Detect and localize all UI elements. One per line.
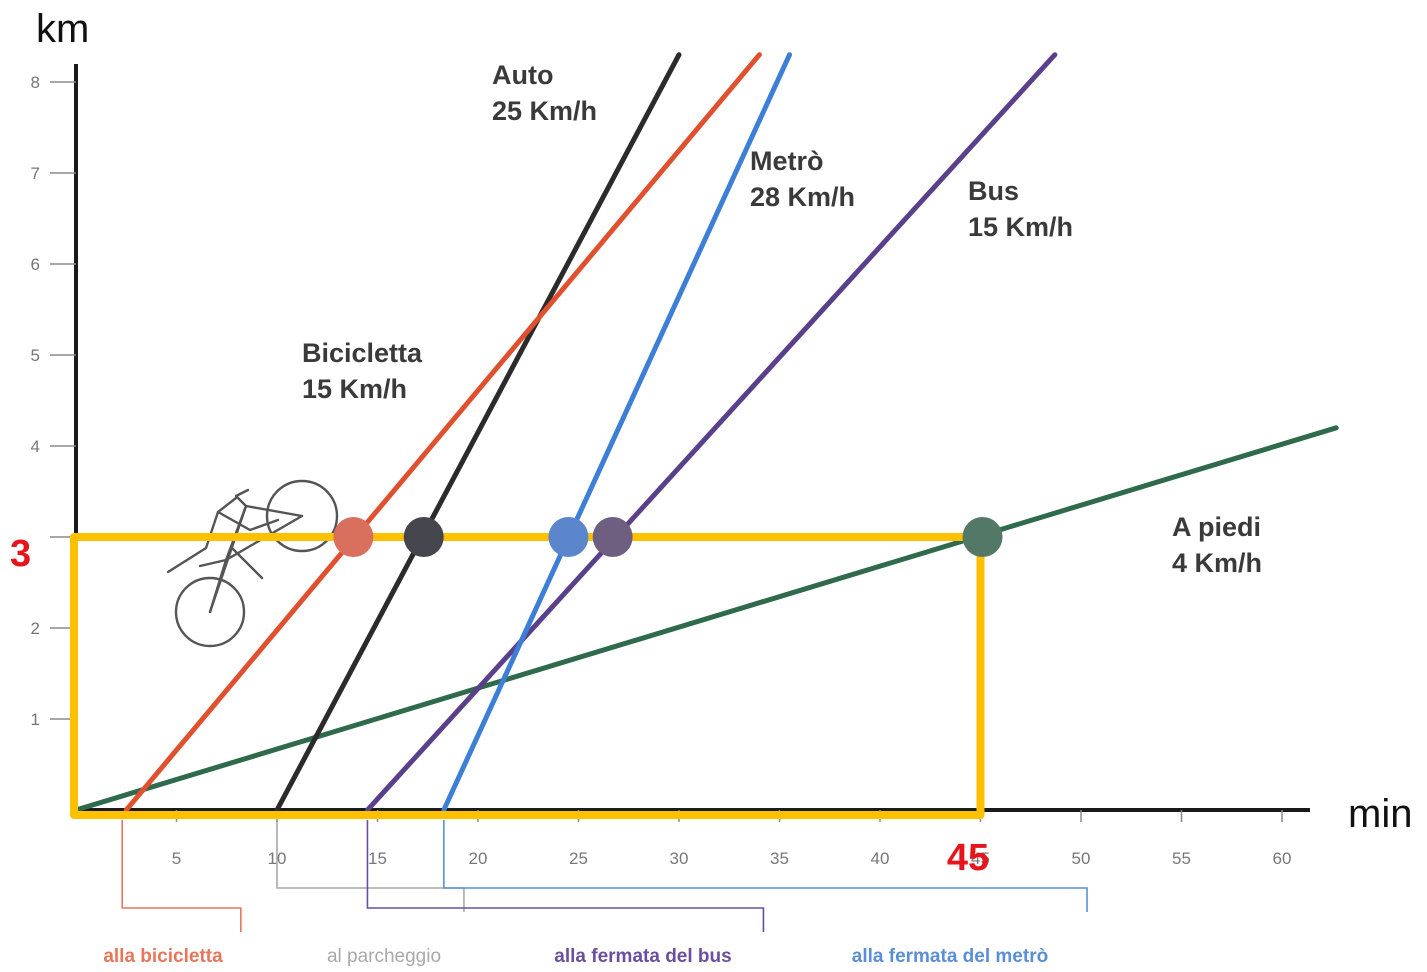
series-labels: Bicicletta 15 Km/h Auto 25 Km/h Metrò 28 Km/h… — [302, 60, 1262, 578]
series-lines — [73, 52, 1339, 813]
x-tick-label: 15 — [368, 849, 387, 868]
x-tick-label: 30 — [670, 849, 689, 868]
intersection-point-auto — [403, 517, 444, 557]
wait-label: al parcheggio — [327, 946, 441, 967]
series-speed-metro: 28 Km/h — [750, 182, 855, 212]
wait-label: alla fermata del metrò — [852, 946, 1048, 967]
series-speed-bicicletta: 15 Km/h — [302, 374, 407, 404]
series-speed-bus: 15 Km/h — [968, 212, 1073, 242]
series-line-piedi — [73, 425, 1339, 813]
x-tick-label: 20 — [469, 849, 488, 868]
wait-time-brackets: alla bicicletta al parcheggio alla fermata… — [103, 820, 1088, 967]
y-axis-unit: km — [36, 7, 89, 51]
intersection-point-bicicletta — [333, 517, 374, 557]
highlight-box — [70, 533, 985, 819]
y-tick-label: 2 — [31, 619, 40, 638]
y-tick-label: 7 — [31, 164, 40, 183]
x-tick-label: 35 — [770, 849, 789, 868]
highlight-distance-label: 3 — [10, 533, 31, 575]
wait-bracket — [366, 820, 765, 932]
x-axis-unit: min — [1348, 792, 1412, 836]
axes — [74, 64, 1310, 812]
wait-label: alla bicicletta — [103, 946, 223, 967]
wait-label: alla fermata del bus — [554, 946, 731, 967]
series-label-bus: Bus — [968, 176, 1019, 206]
y-tick-label: 8 — [31, 73, 40, 92]
x-tick-label: 10 — [268, 849, 287, 868]
y-tick-label: 5 — [31, 346, 40, 365]
series-line-auto — [274, 52, 682, 813]
series-label-bicicletta: Bicicletta — [302, 338, 423, 368]
y-tick-label: 6 — [31, 255, 40, 274]
x-tick-label: 25 — [569, 849, 588, 868]
intersection-point-bus — [592, 517, 633, 557]
y-tick-label: 4 — [31, 437, 40, 456]
series-label-piedi: A piedi — [1172, 512, 1261, 542]
highlight-rectangle — [70, 533, 985, 819]
wait-bracket — [121, 820, 242, 932]
x-tick-label: 55 — [1172, 849, 1191, 868]
x-tick-label: 60 — [1273, 849, 1292, 868]
series-label-metro: Metrò — [750, 146, 824, 176]
x-tick-label: 5 — [172, 849, 181, 868]
y-tick-label: 1 — [31, 710, 40, 729]
series-speed-piedi: 4 Km/h — [1172, 548, 1262, 578]
series-speed-auto: 25 Km/h — [492, 96, 597, 126]
series-line-metro — [441, 52, 793, 813]
wait-bracket — [443, 820, 1088, 912]
highlight-time-label: 45 — [947, 837, 989, 879]
x-tick-label: 50 — [1072, 849, 1091, 868]
wait-bracket — [276, 820, 465, 912]
bicycle-icon — [166, 479, 339, 648]
intersection-point-piedi — [962, 517, 1003, 557]
series-label-auto: Auto — [492, 60, 553, 90]
series-line-bicicletta — [123, 52, 762, 813]
highlight-points — [333, 517, 1003, 557]
series-line-bus — [364, 52, 1058, 813]
x-tick-label: 45 — [971, 849, 990, 868]
x-tick-label: 40 — [871, 849, 890, 868]
intersection-point-metro — [548, 517, 589, 557]
